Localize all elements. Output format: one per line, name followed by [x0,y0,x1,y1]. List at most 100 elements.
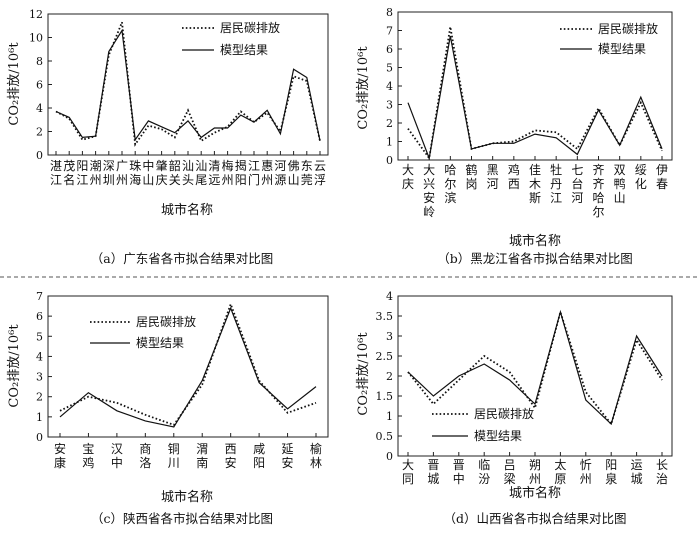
y-tick-label: 0.5 [376,430,394,443]
x-tick-label: 广州 [116,159,128,187]
y-axis-title: CO₂排放/10⁶t [356,46,371,130]
legend-label: 模型结果 [136,336,184,350]
x-tick-label: 肇庆 [156,158,168,187]
x-tick-label: 江门 [248,159,260,187]
x-tick-label: 运城 [631,458,643,486]
y-tick-label: 1 [386,410,393,423]
x-tick-label: 晋城 [427,458,439,486]
y-tick-label: 5 [386,62,393,75]
x-tick-label: 大同 [402,458,414,486]
chart-panel-0: 0 2 4 6 8 10 12 湛江茂名阳江潮州深圳广州珠海中山肇庆韶关汕头汕尾清远梅州揭阳江… [7,8,329,266]
legend-label: 模型结果 [474,429,522,443]
x-tick-label: 牡丹江 [550,162,562,205]
legend-label: 模型结果 [598,42,646,56]
y-tick-label: 2 [36,126,43,139]
x-tick-label: 佳木斯 [529,163,541,205]
plot-frame [47,295,329,438]
x-tick-label: 云浮 [314,159,326,187]
x-tick-label: 鹤岗 [465,162,477,191]
x-tick-label: 梅州 [222,158,234,187]
series-line-model [407,309,663,426]
x-tick-label: 七台河 [571,163,583,205]
x-tick-label: 延安 [282,442,294,470]
legend-label: 居民碳排放 [474,406,534,421]
chart-panel-1: 0 1 2 3 4 5 6 7 8 大庆大兴安岭哈尔滨鹤岗黑河鸡西佳木斯牡丹江七台河齐齐哈尔双鸭山… [356,6,673,266]
y-axis-title: CO₂排放/10⁶t [7,324,22,408]
x-tick-label: 东莞 [301,159,313,187]
x-tick-label: 榆林 [310,441,322,470]
x-tick-label: 太原 [554,457,566,486]
y-tick-label: 8 [36,55,43,68]
x-tick-label: 河源 [274,159,286,187]
x-tick-label: 中山 [142,158,154,187]
x-tick-label: 宝鸡 [82,442,94,470]
y-tick-label: 1.5 [376,390,394,403]
y-tick-label: 12 [29,8,43,21]
x-tick-label: 商洛 [139,441,151,470]
x-tick-label: 临汾 [478,458,490,486]
series-line-model [55,28,321,142]
x-tick-label: 清远 [208,159,220,187]
y-tick-label: 0 [36,149,43,162]
y-tick-label: 1 [36,411,43,424]
x-tick-label: 茂名 [63,159,75,187]
legend-label: 模型结果 [220,43,268,57]
y-tick-label: 0 [36,431,43,444]
x-tick-label: 阳泉 [605,458,617,486]
x-tick-label: 齐齐哈尔 [592,162,604,219]
x-tick-label: 珠海 [129,159,141,187]
y-tick-label: 6 [386,43,393,56]
x-tick-label: 汕尾 [195,159,207,187]
y-tick-label: 7 [36,290,43,303]
x-tick-label: 汉中 [111,442,123,470]
y-axis-title: CO₂排放/10⁶t [7,42,22,126]
x-tick-label: 安康 [54,441,66,470]
chart-caption: （b）黑龙江省各市拟合结果对比图 [437,251,633,266]
x-tick-label: 朔州 [529,457,541,486]
x-tick-label: 揭阳 [235,158,247,187]
y-tick-label: 2 [386,117,393,130]
legend-label: 居民碳排放 [220,20,280,35]
y-tick-label: 7 [386,25,393,38]
chart-caption: （c）陕西省各市拟合结果对比图 [91,511,273,526]
x-tick-label: 吕梁 [504,458,516,486]
x-tick-label: 哈尔滨 [444,163,456,205]
x-axis-title: 城市名称 [161,202,213,218]
x-tick-label: 韶关 [169,158,181,187]
x-tick-label: 大兴安岭 [423,163,435,219]
x-tick-label: 阳江 [76,159,88,187]
y-tick-label: 6 [36,79,43,92]
x-tick-label: 汕头 [182,159,194,187]
x-tick-label: 深圳 [103,159,115,187]
y-tick-label: 1 [386,136,393,149]
y-axis-title: CO₂排放/10⁶t [356,332,371,416]
chart-caption: （d）山西省各市拟合结果对比图 [443,511,626,526]
y-tick-label: 2.5 [376,350,394,363]
series-line-observed [407,308,663,426]
x-tick-label: 西安 [225,442,237,470]
series-line-observed [55,21,321,147]
y-tick-label: 3 [386,330,393,343]
y-tick-label: 4 [386,290,393,303]
y-tick-label: 0 [386,450,393,463]
y-tick-label: 2 [36,391,43,404]
y-tick-label: 3 [36,371,43,384]
plot-frame [397,295,673,457]
series-line-model [59,306,317,428]
x-tick-label: 佛山 [288,159,300,187]
chart-caption: （a）广东省各市拟合结果对比图 [91,251,273,266]
x-tick-label: 铜川 [168,441,180,470]
x-tick-label: 黑河 [487,163,499,191]
series-line-observed [59,301,317,426]
y-tick-label: 3.5 [376,310,394,323]
y-tick-label: 2 [386,370,393,383]
series-line-model [407,35,663,161]
y-tick-label: 4 [36,102,43,115]
x-tick-label: 大庆 [402,163,414,191]
